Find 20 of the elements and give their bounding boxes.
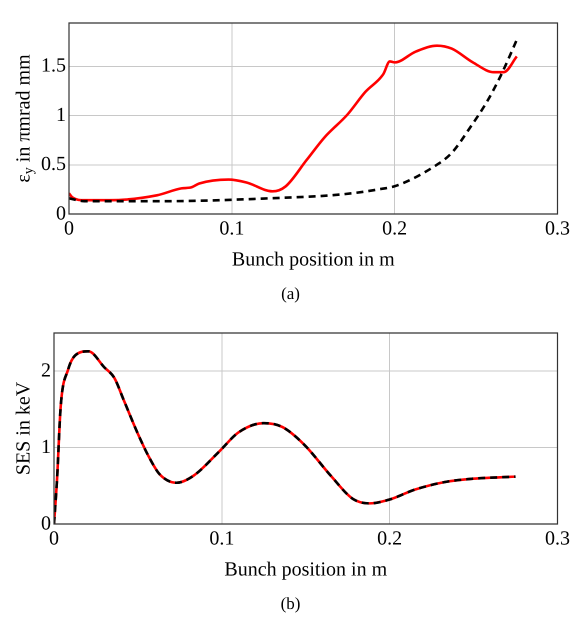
y-tick-label: 2: [41, 359, 51, 382]
y-tick-label: 1: [56, 104, 66, 126]
x-tick-label: 0.1: [209, 527, 234, 550]
y-axis-title: εy in πmrad mm: [12, 54, 37, 183]
x-tick-label: 0.3: [545, 527, 570, 550]
y-tick-label: 1.5: [41, 54, 66, 77]
text: (b): [280, 594, 302, 614]
x-axis-title: Bunch position in m: [224, 558, 388, 580]
y-axis-title: SES in keV: [12, 381, 34, 476]
x-tick-label: 0.2: [377, 527, 402, 550]
y-tick-label: 0: [41, 512, 51, 534]
x-tick-label: 0.1: [219, 217, 244, 240]
y-tick-label: 1: [41, 436, 51, 458]
y-tick-label: 0: [56, 202, 66, 224]
line-series: [54, 350, 517, 524]
x-axis-title: Bunch position in m: [232, 248, 396, 270]
text: (a): [280, 284, 301, 304]
x-tick-label: 0.3: [545, 217, 570, 240]
y-tick-label: 0.5: [41, 153, 66, 176]
x-tick-label: 0.2: [382, 217, 408, 240]
